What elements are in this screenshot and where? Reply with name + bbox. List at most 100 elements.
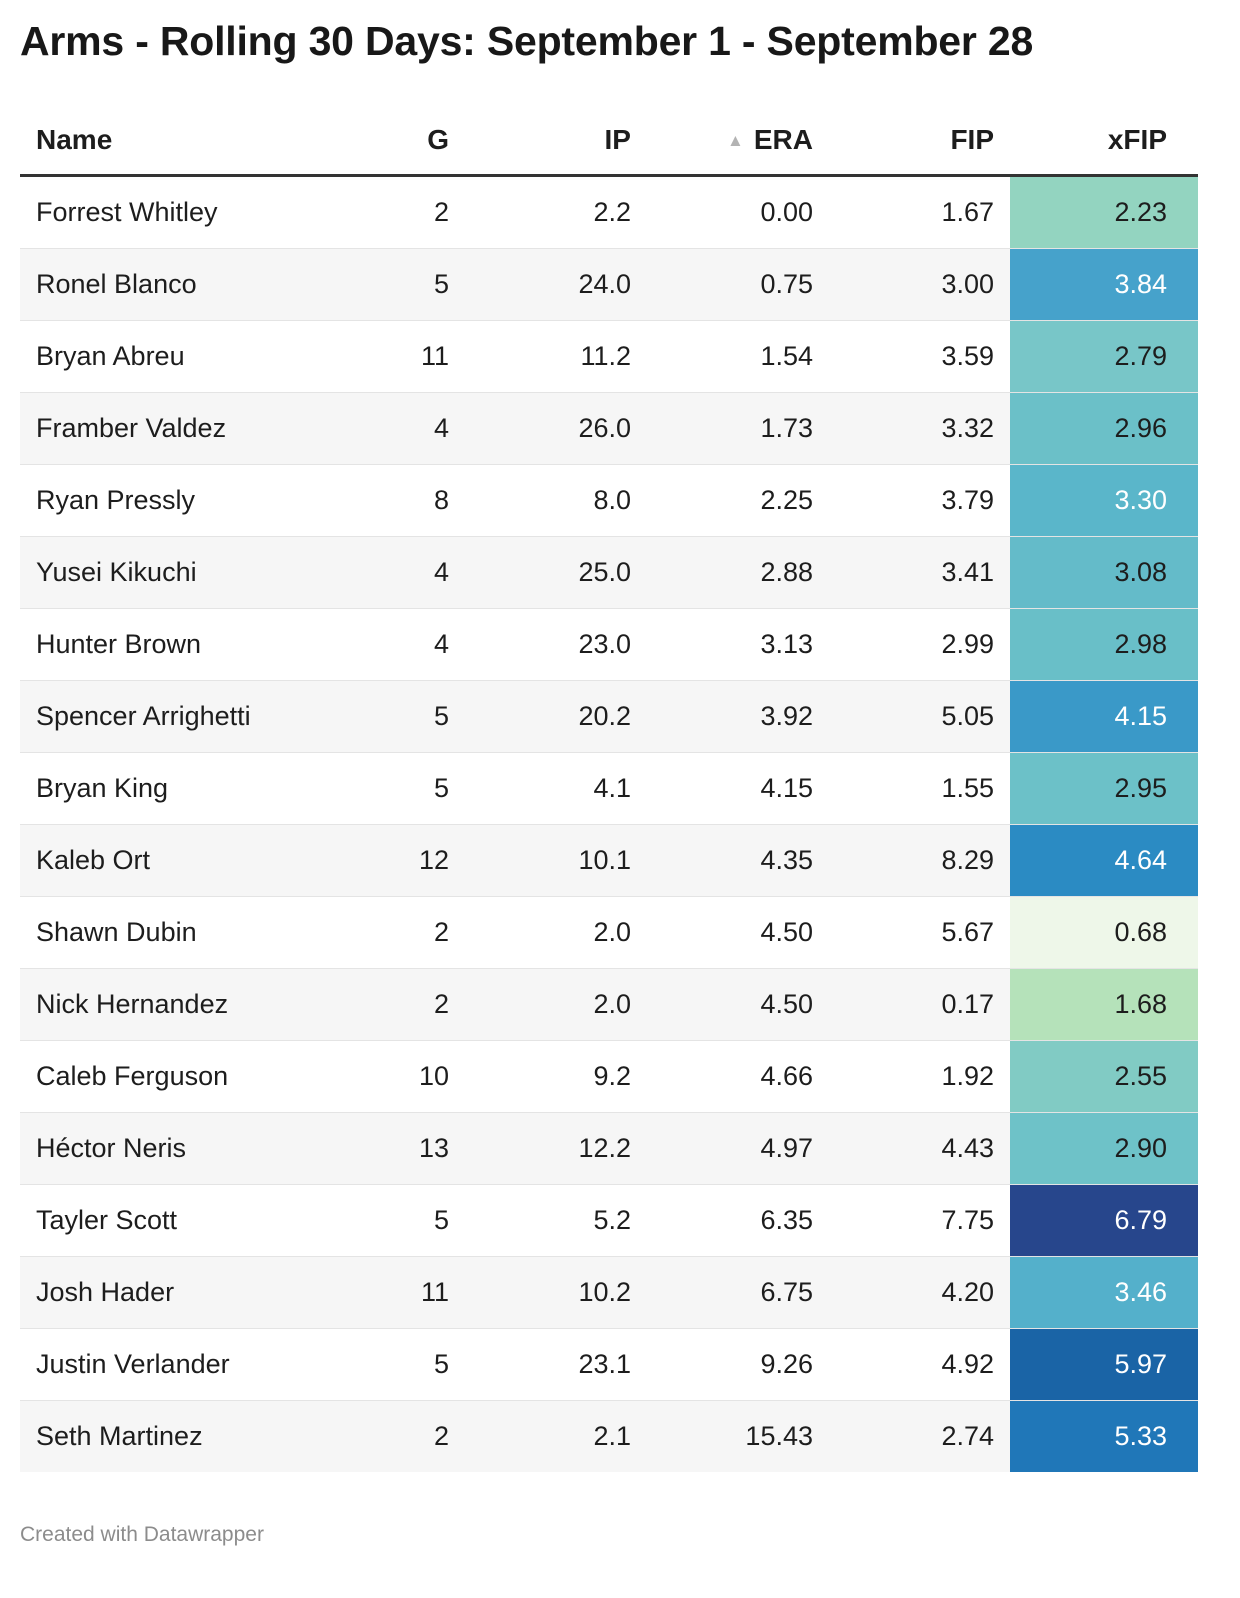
cell-ip: 2.1 [465,1400,647,1472]
cell-name: Justin Verlander [20,1328,365,1401]
cell-name: Kaleb Ort [20,824,365,897]
cell-era: 4.50 [647,968,829,1041]
cell-ip: 2.2 [465,175,647,249]
cell-fip: 3.32 [829,392,1010,465]
cell-name: Shawn Dubin [20,896,365,969]
table-body: Forrest Whitley 2 2.2 0.00 1.67 2.23 Ronel Bla… [20,175,1198,1472]
cell-name: Spencer Arrighetti [20,680,365,753]
column-header-label: xFIP [1107,124,1167,155]
cell-era: 6.75 [647,1256,829,1329]
cell-ip: 5.2 [465,1184,647,1257]
cell-g: 12 [365,824,465,897]
cell-era: 6.35 [647,1184,829,1257]
cell-ip: 20.2 [465,680,647,753]
table-row: Bryan Abreu 11 11.2 1.54 3.59 2.79 [20,320,1198,393]
cell-ip: 10.2 [465,1256,647,1329]
cell-ip: 10.1 [465,824,647,897]
cell-xfip: 2.23 [1010,175,1198,249]
sort-ascending-icon: ▲ [727,131,744,150]
table-row: Justin Verlander 5 23.1 9.26 4.92 5.97 [20,1328,1198,1401]
cell-era: 2.25 [647,464,829,537]
cell-name: Seth Martinez [20,1400,365,1472]
cell-xfip: 2.96 [1010,392,1198,465]
cell-era: 1.73 [647,392,829,465]
cell-name: Ronel Blanco [20,248,365,321]
column-header-label: Name [36,124,113,155]
cell-name: Bryan King [20,752,365,825]
cell-ip: 4.1 [465,752,647,825]
cell-fip: 1.92 [829,1040,1010,1113]
cell-g: 5 [365,752,465,825]
table-row: Nick Hernandez 2 2.0 4.50 0.17 1.68 [20,968,1198,1041]
cell-fip: 1.67 [829,175,1010,249]
cell-fip: 2.99 [829,608,1010,681]
cell-g: 2 [365,968,465,1041]
column-header-label: FIP [950,124,994,155]
cell-ip: 2.0 [465,896,647,969]
cell-era: 0.75 [647,248,829,321]
cell-fip: 7.75 [829,1184,1010,1257]
cell-era: 3.92 [647,680,829,753]
cell-g: 11 [365,320,465,393]
cell-ip: 12.2 [465,1112,647,1185]
attribution-footer: Created with Datawrapper [20,1523,264,1546]
cell-name: Ryan Pressly [20,464,365,537]
table-row: Ryan Pressly 8 8.0 2.25 3.79 3.30 [20,464,1198,537]
cell-ip: 8.0 [465,464,647,537]
cell-era: 4.50 [647,896,829,969]
cell-g: 4 [365,608,465,681]
cell-xfip: 2.90 [1010,1112,1198,1185]
column-header-ip[interactable]: IP [465,106,647,177]
cell-xfip: 3.46 [1010,1256,1198,1329]
cell-fip: 0.17 [829,968,1010,1041]
cell-fip: 3.00 [829,248,1010,321]
cell-name: Forrest Whitley [20,175,365,249]
chart-title: Arms - Rolling 30 Days: September 1 - Se… [20,18,1034,64]
cell-g: 11 [365,1256,465,1329]
cell-ip: 11.2 [465,320,647,393]
cell-fip: 8.29 [829,824,1010,897]
cell-name: Framber Valdez [20,392,365,465]
table-row: Josh Hader 11 10.2 6.75 4.20 3.46 [20,1256,1198,1329]
cell-ip: 23.1 [465,1328,647,1401]
table-row: Bryan King 5 4.1 4.15 1.55 2.95 [20,752,1198,825]
cell-ip: 9.2 [465,1040,647,1113]
cell-era: 4.15 [647,752,829,825]
cell-xfip: 3.08 [1010,536,1198,609]
cell-g: 2 [365,1400,465,1472]
column-header-g[interactable]: G [365,106,465,177]
table-row: Kaleb Ort 12 10.1 4.35 8.29 4.64 [20,824,1198,897]
cell-era: 9.26 [647,1328,829,1401]
cell-xfip: 4.15 [1010,680,1198,753]
column-header-name[interactable]: Name [20,106,365,177]
cell-xfip: 0.68 [1010,896,1198,969]
cell-g: 5 [365,680,465,753]
column-header-fip[interactable]: FIP [829,106,1010,177]
stats-table: Name G IP ▲ ERA FIP xFIP Forrest Whitley 2… [20,106,1198,1472]
cell-ip: 2.0 [465,968,647,1041]
cell-xfip: 3.30 [1010,464,1198,537]
table-row: Caleb Ferguson 10 9.2 4.66 1.92 2.55 [20,1040,1198,1113]
cell-ip: 26.0 [465,392,647,465]
column-header-xfip[interactable]: xFIP [1010,106,1198,177]
cell-era: 2.88 [647,536,829,609]
cell-era: 4.35 [647,824,829,897]
cell-xfip: 2.79 [1010,320,1198,393]
cell-name: Tayler Scott [20,1184,365,1257]
table-header-row: Name G IP ▲ ERA FIP xFIP [20,106,1198,177]
cell-era: 3.13 [647,608,829,681]
cell-fip: 5.67 [829,896,1010,969]
table-row: Tayler Scott 5 5.2 6.35 7.75 6.79 [20,1184,1198,1257]
cell-ip: 25.0 [465,536,647,609]
cell-fip: 4.20 [829,1256,1010,1329]
table-row: Spencer Arrighetti 5 20.2 3.92 5.05 4.15 [20,680,1198,753]
table-row: Yusei Kikuchi 4 25.0 2.88 3.41 3.08 [20,536,1198,609]
column-header-era[interactable]: ▲ ERA [647,106,829,177]
cell-fip: 1.55 [829,752,1010,825]
cell-era: 15.43 [647,1400,829,1472]
cell-name: Bryan Abreu [20,320,365,393]
cell-ip: 24.0 [465,248,647,321]
cell-g: 2 [365,175,465,249]
cell-xfip: 3.84 [1010,248,1198,321]
table-row: Seth Martinez 2 2.1 15.43 2.74 5.33 [20,1400,1198,1472]
